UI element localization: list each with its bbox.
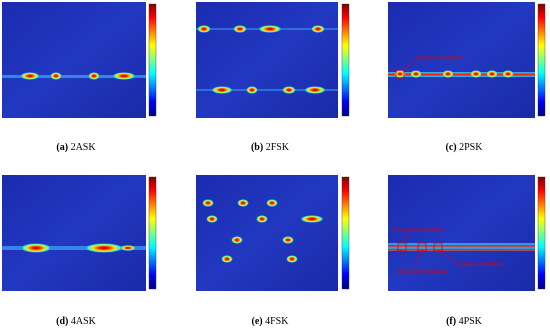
- panel-e: [196, 175, 350, 291]
- caption: (e) 4FSK: [252, 316, 290, 327]
- caption: (f) 4PSK: [446, 316, 483, 327]
- caption-text: 4ASK: [71, 316, 97, 327]
- annotation: π/2 phase mutation: [396, 269, 448, 275]
- caption-text: 2ASK: [71, 142, 97, 153]
- panel-f: π/2 phase mutation π phase mutation π/2 …: [388, 175, 546, 291]
- caption: (b) 2FSK: [251, 142, 290, 153]
- annotation: π phase mutation: [456, 262, 503, 268]
- caption-text: 2FSK: [266, 142, 290, 153]
- caption-text: 4FSK: [265, 316, 289, 327]
- annotation: π phase mutation: [416, 56, 463, 62]
- caption-label: (e): [252, 316, 263, 327]
- caption-label: (b): [251, 142, 263, 153]
- caption-text: 4PSK: [459, 316, 483, 327]
- caption-label: (f): [446, 316, 456, 327]
- panel-c: π phase mutation: [388, 2, 546, 118]
- annotation: π/2 phase mutation: [392, 228, 444, 234]
- caption: (d) 4ASK: [56, 316, 97, 327]
- panel-d: [2, 175, 157, 291]
- caption-text: 2PSK: [459, 142, 483, 153]
- caption-label: (a): [56, 142, 68, 153]
- caption-label: (d): [56, 316, 68, 327]
- caption: (c) 2PSK: [446, 142, 484, 153]
- caption: (a) 2ASK: [56, 142, 96, 153]
- panel-a: [2, 2, 157, 118]
- caption-label: (c): [446, 142, 457, 153]
- panel-b: [196, 2, 350, 118]
